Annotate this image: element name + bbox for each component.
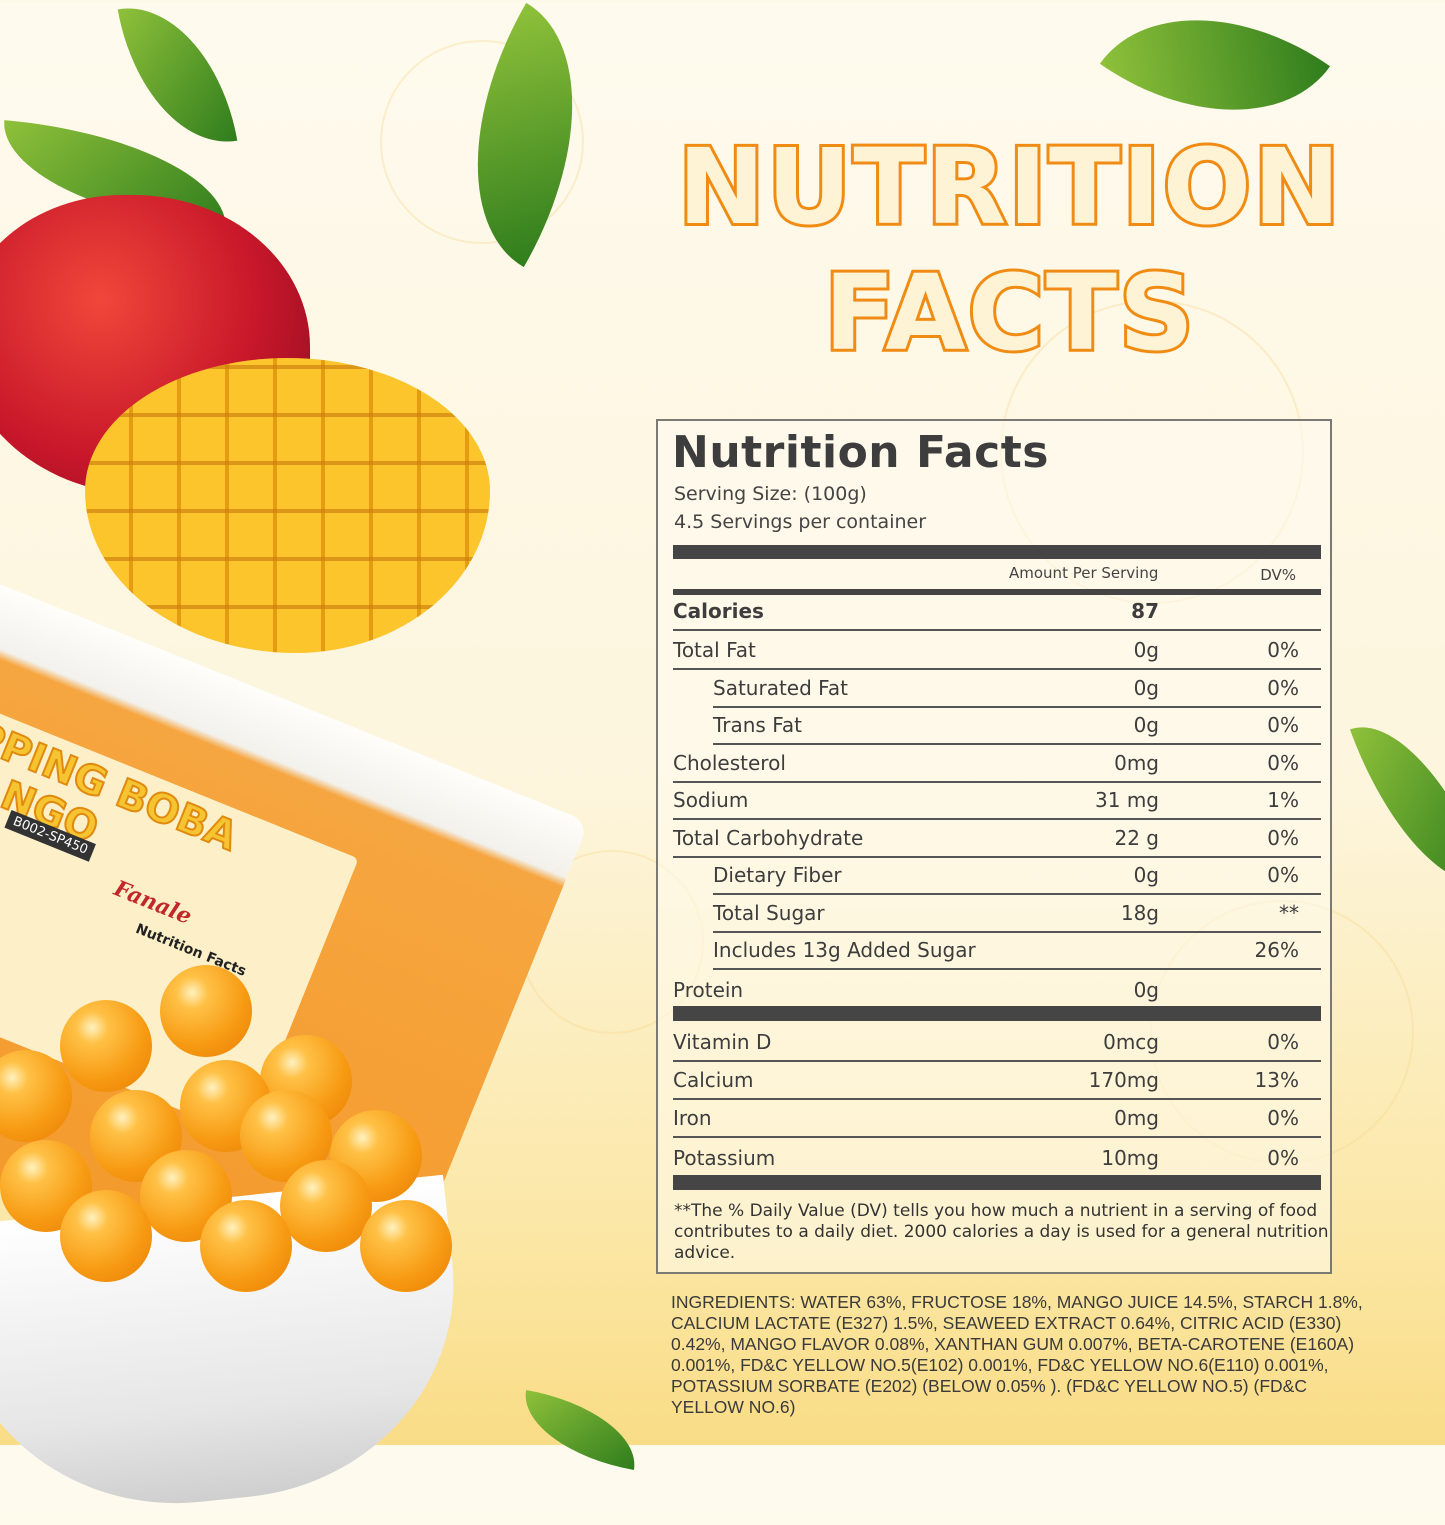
nutrient-name: Total Sugar bbox=[713, 900, 825, 925]
nutrient-amount: 0g bbox=[1133, 675, 1159, 700]
nutrient-amount: 170mg bbox=[1088, 1068, 1159, 1092]
label-title: Nutrition Facts bbox=[672, 427, 1049, 478]
leaf-decoration bbox=[117, 0, 238, 158]
brand-logo: Fanale bbox=[110, 875, 196, 930]
nutrient-name: Sodium bbox=[673, 788, 749, 812]
nutrient-row: Protein 0g bbox=[673, 970, 1321, 1008]
nutrient-amount: 0g bbox=[1133, 713, 1159, 737]
nutrient-name: Vitamin D bbox=[673, 1030, 772, 1054]
nutrient-name: Includes 13g Added Sugar bbox=[713, 938, 976, 962]
nutrient-dv: 0% bbox=[1267, 863, 1299, 887]
nutrition-facts-label: Nutrition Facts Serving Size: (100g) 4.5… bbox=[656, 419, 1332, 1274]
nutrient-amount: 0g bbox=[1133, 863, 1159, 887]
nutrient-name: Iron bbox=[673, 1106, 712, 1130]
ingredients-list: INGREDIENTS: WATER 63%, FRUCTOSE 18%, MA… bbox=[671, 1292, 1363, 1417]
nutrient-row: Dietary Fiber 0g 0% bbox=[713, 857, 1321, 895]
thick-divider bbox=[673, 1006, 1321, 1021]
nutrient-row: Sodium 31 mg 1% bbox=[673, 782, 1321, 820]
dv-header: DV% bbox=[1260, 566, 1296, 584]
thick-divider bbox=[673, 1175, 1321, 1190]
nutrient-row: Iron 0mg 0% bbox=[673, 1100, 1321, 1138]
boba-pearl bbox=[60, 1190, 152, 1282]
nutrient-dv: 0% bbox=[1267, 1106, 1299, 1130]
nutrient-dv: 13% bbox=[1254, 1068, 1299, 1092]
nutrient-amount: 87 bbox=[1131, 599, 1159, 623]
nutrient-row: Total Fat 0g 0% bbox=[673, 632, 1321, 670]
nutrient-row: Calcium 170mg 13% bbox=[673, 1062, 1321, 1100]
boba-pearl bbox=[360, 1200, 452, 1292]
nutrient-dv: 0% bbox=[1267, 1146, 1299, 1170]
nutrient-amount: 0g bbox=[1133, 977, 1159, 1002]
nutrient-dv: 0% bbox=[1267, 638, 1299, 662]
nutrient-row: Saturated Fat 0g 0% bbox=[713, 670, 1321, 708]
nutrient-dv: 0% bbox=[1267, 1030, 1299, 1054]
nutrient-name: Cholesterol bbox=[673, 750, 786, 775]
nutrient-name: Potassium bbox=[673, 1146, 776, 1170]
nutrient-dv: 0% bbox=[1267, 713, 1299, 737]
calories-row: Calories 87 bbox=[673, 593, 1321, 631]
leaf-decoration bbox=[1349, 702, 1445, 908]
servings-per-container: 4.5 Servings per container bbox=[674, 511, 927, 533]
serving-size: Serving Size: (100g) bbox=[674, 483, 867, 505]
nutrient-dv: ** bbox=[1279, 900, 1299, 925]
nutrient-name: Calories bbox=[673, 599, 764, 623]
boba-pearl bbox=[200, 1200, 292, 1292]
nutrient-name: Calcium bbox=[673, 1068, 754, 1092]
headline-line2: FACTS bbox=[821, 251, 1197, 375]
nutrient-dv: 0% bbox=[1267, 675, 1299, 700]
nutrient-amount: 22 g bbox=[1114, 825, 1159, 850]
nutrient-name: Dietary Fiber bbox=[713, 863, 842, 887]
boba-pearl bbox=[280, 1160, 372, 1252]
nutrient-name: Protein bbox=[673, 977, 744, 1002]
divider bbox=[673, 589, 1321, 595]
leaf-decoration bbox=[515, 1390, 645, 1470]
dv-footnote: **The % Daily Value (DV) tells you how m… bbox=[674, 1201, 1329, 1263]
bubble-decoration bbox=[380, 40, 584, 244]
nutrient-amount: 18g bbox=[1120, 900, 1159, 925]
nutrient-row: Trans Fat 0g 0% bbox=[713, 707, 1321, 745]
thick-divider bbox=[673, 545, 1321, 559]
nutrient-row: Total Sugar 18g ** bbox=[713, 895, 1321, 933]
amount-per-serving-header: Amount Per Serving bbox=[1009, 564, 1159, 582]
nutrient-row: Includes 13g Added Sugar 26% bbox=[713, 932, 1321, 970]
boba-pearl bbox=[160, 965, 252, 1057]
cut-mango bbox=[85, 358, 490, 653]
headline: NUTRITION FACTS bbox=[660, 125, 1360, 375]
nutrient-amount: 31 mg bbox=[1095, 788, 1159, 812]
nutrient-amount: 0mg bbox=[1114, 750, 1159, 775]
nutrient-name: Trans Fat bbox=[713, 713, 802, 737]
nutrient-amount: 10mg bbox=[1101, 1146, 1159, 1170]
nutrient-name: Total Fat bbox=[673, 638, 756, 662]
nutrient-dv: 0% bbox=[1267, 825, 1299, 850]
nutrient-row: Cholesterol 0mg 0% bbox=[673, 745, 1321, 783]
nutrient-amount: 0g bbox=[1133, 638, 1159, 662]
boba-pearl bbox=[60, 1000, 152, 1092]
nutrient-dv: 0% bbox=[1267, 750, 1299, 775]
boba-pearl bbox=[0, 1050, 72, 1142]
nutrient-dv: 1% bbox=[1267, 788, 1299, 812]
nutrient-amount: 0mcg bbox=[1103, 1030, 1159, 1054]
headline-line1: NUTRITION bbox=[675, 125, 1343, 249]
nutrient-name: Total Carbohydrate bbox=[673, 825, 864, 850]
nutrient-row: Total Carbohydrate 22 g 0% bbox=[673, 820, 1321, 858]
nutrient-row: Potassium 10mg 0% bbox=[673, 1138, 1321, 1176]
nutrient-row: Vitamin D 0mcg 0% bbox=[673, 1024, 1321, 1062]
nutrient-name: Saturated Fat bbox=[713, 675, 848, 700]
nutrient-amount: 0mg bbox=[1114, 1106, 1159, 1130]
nutrient-dv: 26% bbox=[1254, 938, 1299, 962]
